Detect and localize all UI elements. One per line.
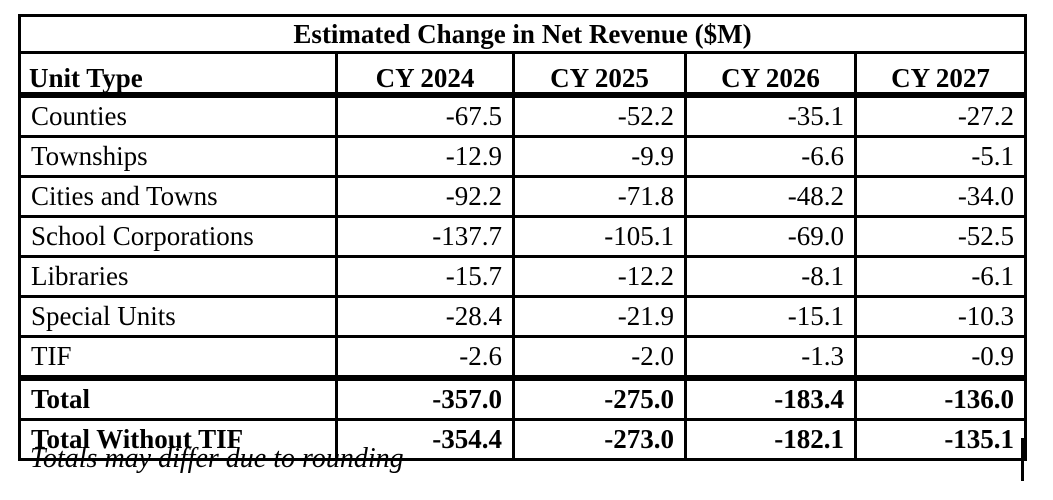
table-row: Libraries -15.7 -12.2 -8.1 -6.1 [18, 255, 1028, 298]
value-cell: -34.0 [853, 175, 1028, 218]
value-cell: -48.2 [684, 175, 857, 218]
value-cell: -0.9 [853, 335, 1028, 381]
value-cell: -105.1 [512, 215, 687, 258]
table-body: Counties -67.5 -52.2 -35.1 -27.2 Townships -12… [18, 93, 1028, 461]
value-cell: -15.1 [684, 295, 857, 338]
footnote: Totals may differ due to rounding [30, 443, 404, 474]
value-cell: -52.2 [512, 93, 687, 138]
value-cell: -67.5 [335, 93, 515, 138]
table-row: School Corporations -137.7 -105.1 -69.0 -52.… [18, 215, 1028, 258]
value-cell: -12.9 [335, 135, 515, 178]
column-header-cy-2024: CY 2024 [335, 51, 515, 98]
value-cell: -92.2 [335, 175, 515, 218]
value-cell: -6.1 [853, 255, 1028, 298]
table-title: Estimated Change in Net Revenue ($M) [17, 14, 1028, 54]
column-header-cy-2025: CY 2025 [512, 51, 687, 98]
table-row: Total -357.0 -275.0 -183.4 -136.0 [18, 376, 1028, 421]
value-cell: -27.2 [853, 93, 1028, 138]
title-row: Estimated Change in Net Revenue ($M) [17, 14, 1028, 54]
unit-type-cell: Cities and Towns [18, 175, 338, 218]
unit-type-cell: Total [18, 376, 338, 421]
column-header-cy-2027: CY 2027 [853, 51, 1028, 98]
value-cell: -35.1 [684, 93, 857, 138]
table-row: Townships -12.9 -9.9 -6.6 -5.1 [18, 135, 1028, 178]
value-cell: -2.0 [512, 335, 687, 381]
value-cell: -52.5 [853, 215, 1028, 258]
value-cell: -2.6 [335, 335, 515, 381]
table-row: Total Without TIF -354.4 -273.0 -182.1 -135.… [18, 418, 1028, 461]
value-cell: -354.4 [335, 418, 515, 461]
value-cell: -135.1 [853, 418, 1028, 461]
value-cell: -273.0 [512, 418, 687, 461]
value-cell: -136.0 [853, 376, 1028, 421]
value-cell: -357.0 [335, 376, 515, 421]
value-cell: -71.8 [512, 175, 687, 218]
outer-frame-right-border [1021, 438, 1024, 481]
unit-type-cell: Townships [18, 135, 338, 178]
value-cell: -6.6 [684, 135, 857, 178]
value-cell: -1.3 [684, 335, 857, 381]
value-cell: -275.0 [512, 376, 687, 421]
value-cell: -12.2 [512, 255, 687, 298]
value-cell: -137.7 [335, 215, 515, 258]
value-cell: -10.3 [853, 295, 1028, 338]
table-row: TIF -2.6 -2.0 -1.3 -0.9 [18, 335, 1028, 381]
value-cell: -21.9 [512, 295, 687, 338]
unit-type-cell: School Corporations [18, 215, 338, 258]
column-header-unit-type: Unit Type [18, 51, 338, 98]
value-cell: -5.1 [853, 135, 1028, 178]
value-cell: -15.7 [335, 255, 515, 298]
unit-type-cell: Libraries [18, 255, 338, 298]
unit-type-cell: Counties [18, 93, 338, 138]
header-row: Unit Type CY 2024 CY 2025 CY 2026 CY 202… [18, 51, 1028, 98]
table-row: Counties -67.5 -52.2 -35.1 -27.2 [18, 93, 1028, 138]
value-cell: -69.0 [684, 215, 857, 258]
value-cell: -28.4 [335, 295, 515, 338]
value-cell: -9.9 [512, 135, 687, 178]
revenue-table: Estimated Change in Net Revenue ($M) Uni… [17, 14, 1028, 461]
unit-type-cell: TIF [18, 335, 338, 381]
value-cell: -8.1 [684, 255, 857, 298]
value-cell: -183.4 [684, 376, 857, 421]
value-cell: -182.1 [684, 418, 857, 461]
unit-type-cell: Special Units [18, 295, 338, 338]
table-row: Special Units -28.4 -21.9 -15.1 -10.3 [18, 295, 1028, 338]
column-header-cy-2026: CY 2026 [684, 51, 857, 98]
table-row: Cities and Towns -92.2 -71.8 -48.2 -34.0 [18, 175, 1028, 218]
unit-type-cell: Total Without TIF [18, 418, 338, 461]
